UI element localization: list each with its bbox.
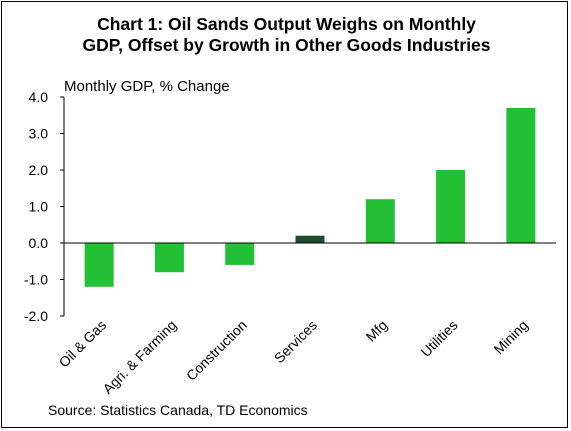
x-category-label: Oil & Gas <box>56 317 110 371</box>
y-axis-label: Monthly GDP, % Change <box>64 78 230 95</box>
y-tick-label: 1.0 <box>29 199 49 215</box>
source-note: Source: Statistics Canada, TD Economics <box>48 402 308 418</box>
y-tick-label: 0.0 <box>29 235 49 251</box>
bar-mfg <box>365 199 395 243</box>
x-category-label: Construction <box>183 317 250 384</box>
bar-construction <box>225 243 255 265</box>
bar-services <box>295 235 325 243</box>
y-tick-label: -1.0 <box>24 272 48 288</box>
bar-utilities <box>436 170 466 243</box>
x-category-label: Mfg <box>363 317 391 345</box>
bar-oil-gas <box>84 243 114 287</box>
bar-agri-farming <box>154 243 184 273</box>
y-tick-label: 3.0 <box>29 126 49 142</box>
y-tick-label: 2.0 <box>29 162 49 178</box>
chart-title-line1: Chart 1: Oil Sands Output Weighs on Mont… <box>97 14 476 34</box>
x-category-label: Agri. & Farming <box>99 317 179 397</box>
x-category-label: Utilities <box>417 317 460 360</box>
y-tick-label: 4.0 <box>29 89 49 105</box>
y-tick-label: -2.0 <box>24 308 48 324</box>
chart-title-line2: GDP, Offset by Growth in Other Goods Ind… <box>82 35 491 55</box>
x-category-label: Services <box>271 317 320 366</box>
x-category-label: Mining <box>490 317 530 357</box>
chart-title: Chart 1: Oil Sands Output Weighs on Mont… <box>2 14 571 56</box>
bar-mining <box>506 107 536 243</box>
